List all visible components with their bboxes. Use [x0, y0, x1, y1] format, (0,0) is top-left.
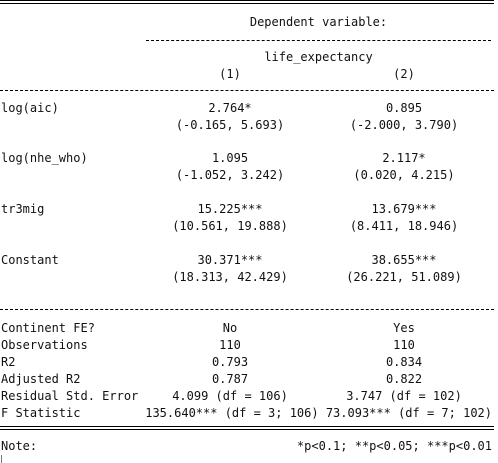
stat-m2-adjusted-r2: 0.822	[385, 372, 423, 386]
stat-m2-continent-fe: Yes	[393, 321, 415, 335]
coef-m2-log-aic: 0.895	[385, 101, 423, 115]
stat-label-r2: R2	[1, 355, 16, 369]
stat-values-f-statistic: 135.640*** (df = 3; 106) 73.093*** (df =…	[145, 406, 492, 420]
dependent-variable-label: Dependent variable:	[249, 15, 388, 29]
coef-m2-tr3mig: 13.679***	[371, 202, 437, 216]
coef-label-constant: Constant	[1, 253, 59, 267]
note-label: Note:	[1, 439, 38, 453]
coef-m1-tr3mig: 15.225***	[197, 202, 263, 216]
coef-label-log-aic: log(aic)	[1, 101, 59, 115]
model-2-header: (2)	[393, 67, 415, 81]
coef-m2-constant: 38.655***	[371, 253, 437, 267]
model-1-header: (1)	[219, 67, 241, 81]
coef-m1-log-nhe-who: 1.095	[211, 151, 249, 165]
coef-m2-log-nhe-who: 2.117*	[382, 151, 426, 165]
stat-m1-r2: 0.793	[211, 355, 249, 369]
ci-m1-constant: (18.313, 42.429)	[172, 270, 288, 284]
stat-m1-adjusted-r2: 0.787	[211, 372, 249, 386]
stat-label-continent-fe: Continent FE?	[1, 321, 95, 335]
ci-m2-log-aic: (-2.000, 3.790)	[349, 118, 459, 132]
stat-label-adjusted-r2: Adjusted R2	[1, 372, 81, 386]
stat-m2-observations: 110	[393, 338, 415, 352]
stat-label-f-statistic: F Statistic	[1, 406, 81, 420]
stat-label-residual-std-error: Residual Std. Error	[1, 389, 139, 403]
ci-m1-log-aic: (-0.165, 5.693)	[175, 118, 285, 132]
stat-m1-continent-fe: No	[222, 321, 238, 335]
dependent-variable-name: life_expectancy	[264, 50, 373, 64]
statistics-top-rule	[0, 309, 494, 310]
header-dashed-rule	[146, 40, 491, 41]
coef-label-log-nhe-who: log(nhe_who)	[1, 151, 88, 165]
text-cursor	[1, 455, 2, 463]
ci-m1-tr3mig: (10.561, 19.888)	[172, 219, 288, 233]
stat-m2-residual-std-error: 3.747 (df = 102)	[346, 389, 462, 403]
ci-m2-log-nhe-who: (0.020, 4.215)	[353, 168, 455, 182]
coefficients-top-rule	[0, 90, 494, 91]
significance-note: *p<0.1; **p<0.05; ***p<0.01	[296, 439, 492, 453]
ci-m1-log-nhe-who: (-1.052, 3.242)	[175, 168, 285, 182]
coef-m1-log-aic: 2.764*	[208, 101, 252, 115]
coef-m1-constant: 30.371***	[197, 253, 263, 267]
bottom-double-rule	[0, 426, 494, 430]
coef-label-tr3mig: tr3mig	[1, 202, 45, 216]
stat-m2-r2: 0.834	[385, 355, 423, 369]
top-double-rule	[0, 0, 494, 4]
stat-label-observations: Observations	[1, 338, 88, 352]
stat-m1-observations: 110	[219, 338, 241, 352]
stat-m1-residual-std-error: 4.099 (df = 106)	[172, 389, 288, 403]
ci-m2-constant: (26.221, 51.089)	[346, 270, 462, 284]
ci-m2-tr3mig: (8.411, 18.946)	[349, 219, 459, 233]
